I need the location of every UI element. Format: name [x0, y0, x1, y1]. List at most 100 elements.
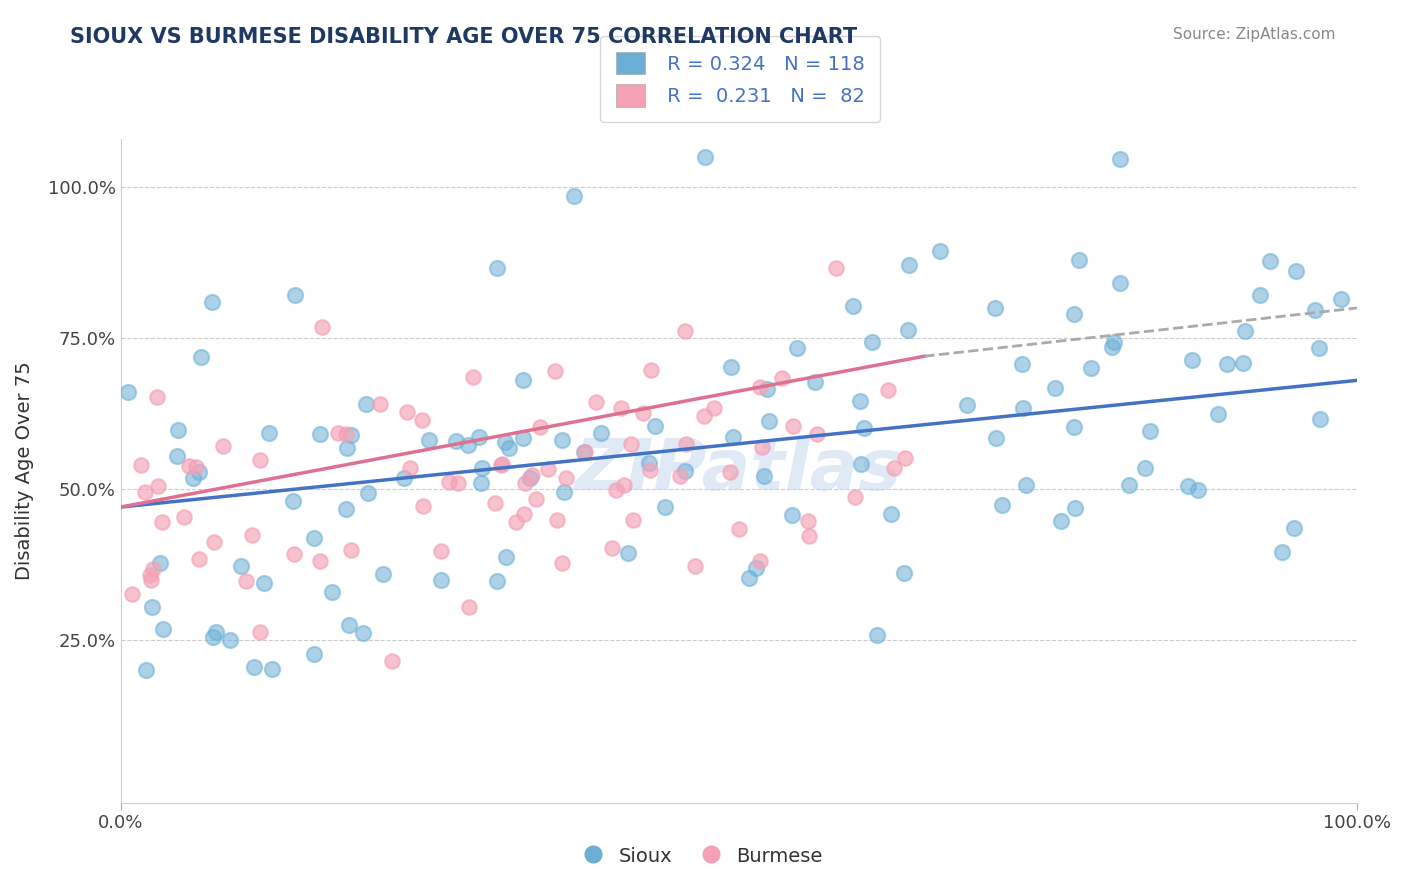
- Burmese: [381, 654, 404, 668]
- Sioux: [485, 261, 508, 276]
- Burmese: [399, 461, 422, 475]
- Sioux: [1233, 324, 1256, 338]
- Y-axis label: Disability Age Over 75: Disability Age Over 75: [15, 361, 34, 580]
- Burmese: [202, 535, 225, 549]
- Burmese: [412, 499, 434, 513]
- Sioux: [457, 438, 479, 452]
- Sioux: [141, 600, 163, 615]
- Sioux: [617, 546, 640, 560]
- Burmese: [537, 462, 560, 476]
- Burmese: [439, 475, 461, 489]
- Sioux: [149, 556, 172, 570]
- Sioux: [1067, 253, 1090, 268]
- Burmese: [283, 547, 305, 561]
- Sioux: [429, 573, 451, 587]
- Sioux: [356, 397, 378, 411]
- Burmese: [797, 529, 820, 543]
- Burmese: [693, 409, 716, 424]
- Sioux: [321, 585, 343, 599]
- Burmese: [335, 427, 357, 442]
- Sioux: [373, 567, 395, 582]
- Sioux: [849, 458, 872, 472]
- Sioux: [693, 150, 716, 164]
- Sioux: [219, 633, 242, 648]
- Burmese: [491, 457, 513, 471]
- Sioux: [257, 426, 280, 441]
- Burmese: [340, 543, 363, 558]
- Burmese: [179, 459, 201, 474]
- Sioux: [1308, 341, 1330, 355]
- Burmese: [551, 556, 574, 570]
- Burmese: [430, 544, 453, 558]
- Sioux: [336, 441, 359, 455]
- Sioux: [302, 531, 325, 545]
- Burmese: [212, 438, 235, 452]
- Sioux: [231, 558, 253, 573]
- Sioux: [849, 393, 872, 408]
- Sioux: [495, 550, 517, 565]
- Burmese: [311, 319, 333, 334]
- Sioux: [1063, 420, 1085, 434]
- Sioux: [991, 498, 1014, 512]
- Burmese: [613, 477, 636, 491]
- Sioux: [893, 566, 915, 581]
- Sioux: [283, 494, 305, 508]
- Sioux: [356, 485, 378, 500]
- Burmese: [825, 261, 848, 276]
- Sioux: [780, 508, 803, 522]
- Sioux: [512, 373, 534, 387]
- Burmese: [610, 401, 633, 416]
- Burmese: [308, 554, 330, 568]
- Burmese: [395, 405, 418, 419]
- Sioux: [1232, 356, 1254, 370]
- Burmese: [544, 363, 567, 377]
- Sioux: [167, 424, 190, 438]
- Burmese: [411, 413, 433, 427]
- Burmese: [894, 450, 917, 465]
- Sioux: [471, 461, 494, 475]
- Sioux: [468, 429, 491, 443]
- Burmese: [806, 426, 828, 441]
- Burmese: [139, 574, 162, 588]
- Burmese: [134, 485, 156, 500]
- Sioux: [335, 502, 357, 516]
- Sioux: [1050, 514, 1073, 528]
- Text: ZIPatlas: ZIPatlas: [575, 436, 903, 506]
- Sioux: [956, 398, 979, 412]
- Sioux: [284, 288, 307, 302]
- Sioux: [205, 624, 228, 639]
- Sioux: [553, 484, 575, 499]
- Burmese: [249, 625, 271, 640]
- Sioux: [309, 426, 332, 441]
- Sioux: [983, 301, 1005, 315]
- Sioux: [152, 622, 174, 636]
- Sioux: [340, 428, 363, 442]
- Sioux: [638, 456, 661, 470]
- Sioux: [1187, 483, 1209, 497]
- Sioux: [253, 576, 276, 591]
- Sioux: [190, 350, 212, 364]
- Sioux: [896, 323, 918, 337]
- Burmese: [121, 586, 143, 600]
- Sioux: [1108, 276, 1130, 290]
- Sioux: [1282, 521, 1305, 535]
- Sioux: [803, 375, 825, 389]
- Sioux: [644, 419, 666, 434]
- Sioux: [1101, 340, 1123, 354]
- Sioux: [842, 299, 865, 313]
- Sioux: [860, 334, 883, 349]
- Burmese: [146, 390, 169, 404]
- Burmese: [728, 522, 751, 536]
- Burmese: [328, 425, 350, 440]
- Sioux: [1258, 254, 1281, 268]
- Sioux: [444, 434, 467, 448]
- Sioux: [756, 382, 779, 396]
- Burmese: [621, 513, 644, 527]
- Burmese: [797, 514, 820, 528]
- Burmese: [520, 468, 543, 483]
- Burmese: [529, 420, 551, 434]
- Sioux: [352, 626, 374, 640]
- Burmese: [844, 490, 866, 504]
- Sioux: [337, 618, 360, 632]
- Sioux: [418, 433, 440, 447]
